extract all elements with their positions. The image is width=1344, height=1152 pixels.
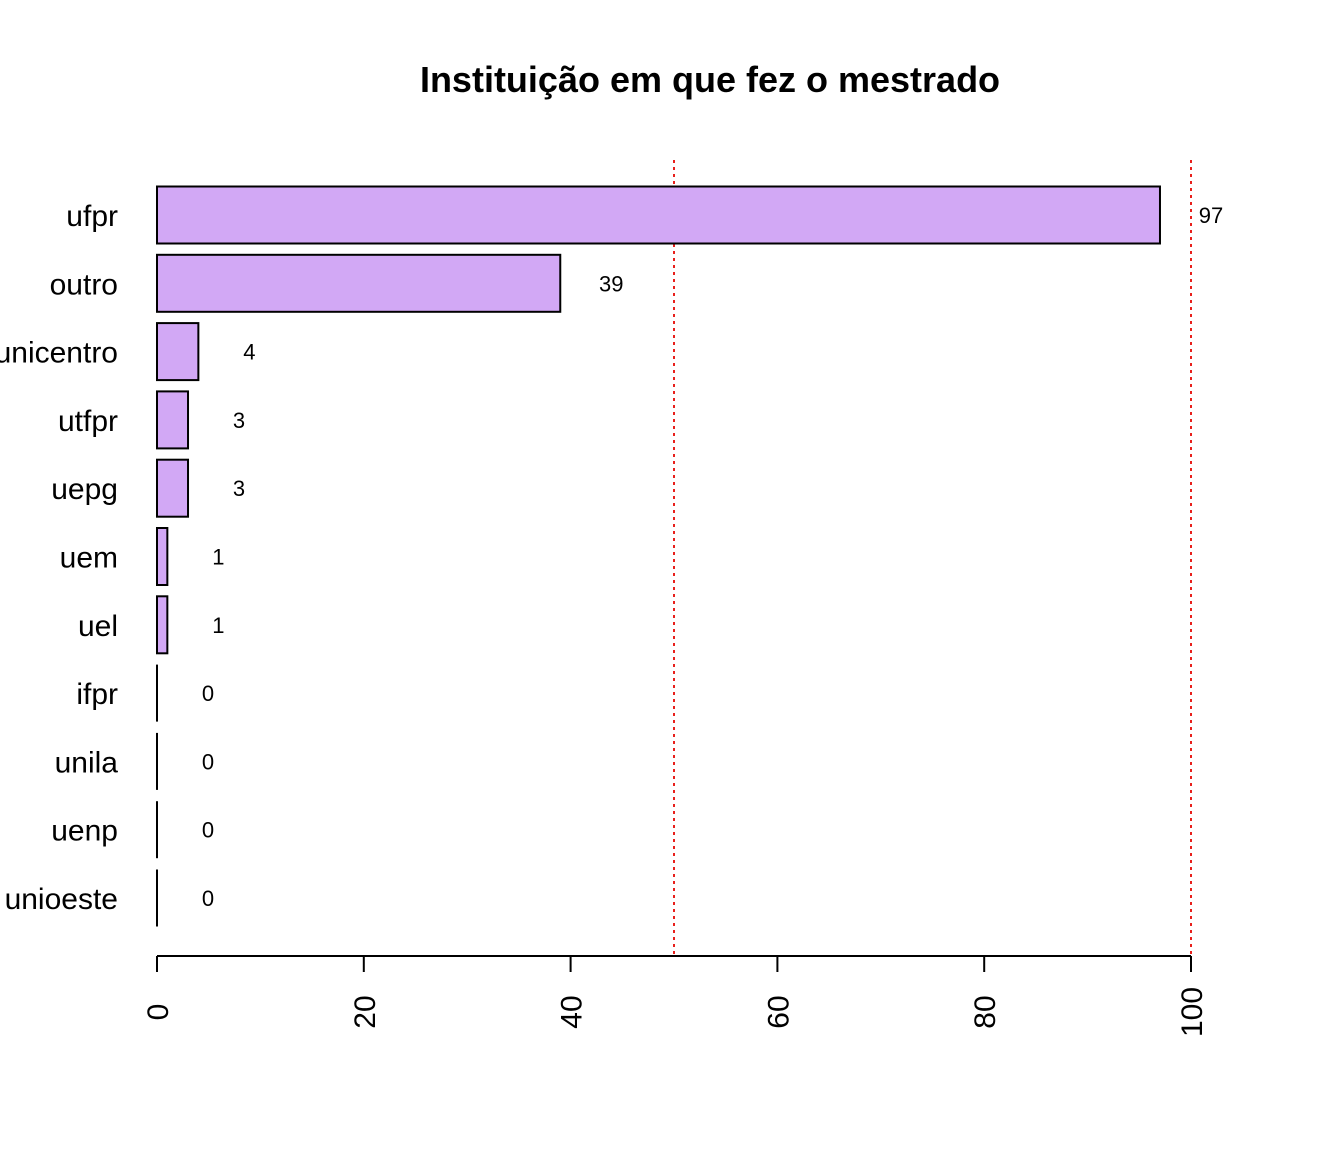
category-label-uem: uem <box>60 542 118 575</box>
value-label-unioeste: 0 <box>202 886 214 911</box>
category-label-unioeste: unioeste <box>5 883 118 916</box>
value-labels: 97 39 4 3 3 1 1 0 0 0 0 <box>202 203 1223 911</box>
chart-title: Instituição em que fez o mestrado <box>420 59 1000 100</box>
category-label-uenp: uenp <box>51 815 118 848</box>
bar-uem <box>156 527 169 586</box>
category-label-outro: outro <box>50 268 118 301</box>
bar-uel <box>156 595 169 655</box>
x-tick-label-100: 100 <box>1176 987 1209 1037</box>
category-label-unicentro: unicentro <box>0 337 118 370</box>
reference-lines <box>673 160 1192 956</box>
category-label-utfpr: utfpr <box>58 405 118 438</box>
x-tick-label-40: 40 <box>556 995 589 1028</box>
value-label-outro: 39 <box>599 271 623 296</box>
bar-outro <box>156 253 562 313</box>
bar-uepg <box>156 458 190 518</box>
value-label-uenp: 0 <box>202 818 214 843</box>
value-label-uepg: 3 <box>233 476 245 501</box>
bar-ufpr <box>156 185 1161 245</box>
category-labels: ufpr outro unicentro utfpr uepg uem uel ifpr uni… <box>0 200 118 916</box>
x-axis: 0 20 40 60 80 100 <box>142 955 1209 1037</box>
x-tick-label-60: 60 <box>762 995 795 1028</box>
value-label-unila: 0 <box>202 749 214 774</box>
category-label-ufpr: ufpr <box>66 200 118 233</box>
value-label-uel: 1 <box>212 613 224 638</box>
category-label-uel: uel <box>78 610 118 643</box>
category-label-unila: unila <box>55 746 119 779</box>
value-label-ifpr: 0 <box>202 681 214 706</box>
value-label-uem: 1 <box>212 545 224 570</box>
value-label-ufpr: 97 <box>1199 203 1223 228</box>
category-label-ifpr: ifpr <box>76 678 118 711</box>
value-label-utfpr: 3 <box>233 408 245 433</box>
x-tick-label-0: 0 <box>142 1004 175 1021</box>
x-tick-label-80: 80 <box>969 995 1002 1028</box>
bar-utfpr <box>156 390 190 450</box>
category-label-uepg: uepg <box>51 473 118 506</box>
bar-unicentro <box>156 322 200 382</box>
bars <box>156 185 1161 927</box>
x-tick-label-20: 20 <box>349 995 382 1028</box>
value-label-unicentro: 4 <box>243 340 255 365</box>
